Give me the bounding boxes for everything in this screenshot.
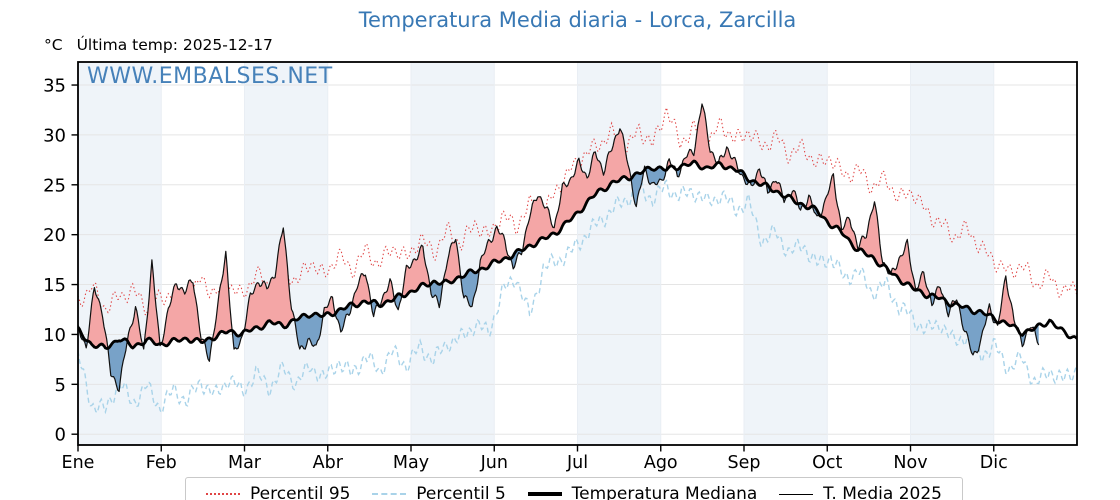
x-tick-label-Abr: Abr bbox=[313, 453, 344, 473]
x-tick-label-Feb: Feb bbox=[146, 453, 177, 473]
y-tick-label: 15 bbox=[43, 275, 66, 296]
month-band-Sep bbox=[744, 62, 828, 445]
t-media-2025-line bbox=[78, 103, 1040, 393]
month-band-Feb bbox=[161, 62, 245, 445]
y-tick-label: 25 bbox=[43, 175, 66, 196]
x-tick-label-May: May bbox=[393, 453, 429, 473]
legend-label-t-media-2025: T. Media 2025 bbox=[823, 484, 942, 500]
x-tick-label-Oct: Oct bbox=[812, 453, 842, 473]
y-tick-label: 5 bbox=[55, 375, 66, 396]
percentil-95-line-sample bbox=[206, 493, 240, 495]
y-tick-label: 30 bbox=[43, 125, 66, 146]
legend-item-percentil-5: Percentil 5 bbox=[372, 484, 506, 500]
percentil-5-line bbox=[78, 179, 1077, 415]
y-axis-unit-label: °C bbox=[44, 36, 63, 54]
month-band-Jul bbox=[577, 62, 661, 445]
x-tick-label-Jun: Jun bbox=[480, 453, 508, 473]
percentil-5-line-sample bbox=[372, 493, 407, 495]
series-layer bbox=[78, 103, 1077, 415]
mediana-line-sample bbox=[527, 492, 562, 496]
y-tick-label: 20 bbox=[43, 225, 66, 246]
y-tick-label: 35 bbox=[43, 76, 66, 97]
x-tick-label-Mar: Mar bbox=[228, 453, 262, 473]
temperatura-mediana-line bbox=[78, 159, 1077, 350]
month-band-Abr bbox=[327, 62, 411, 445]
x-tick-label-Dic: Dic bbox=[980, 453, 1008, 473]
month-band-Dic bbox=[993, 62, 1077, 445]
y-tick-label: 10 bbox=[43, 325, 66, 346]
watermark: WWW.EMBALSES.NET bbox=[87, 64, 333, 89]
y-tick-label: 0 bbox=[55, 425, 66, 446]
x-tick-label-Sep: Sep bbox=[728, 453, 761, 473]
x-tick-label-Jul: Jul bbox=[566, 453, 588, 473]
month-band-Jun bbox=[494, 62, 578, 445]
legend-label-percentil-5: Percentil 5 bbox=[416, 484, 506, 500]
subtitle-row: °C Última temp: 2025-12-17 bbox=[44, 36, 273, 54]
t-media-2025-line-sample bbox=[779, 493, 814, 495]
month-band-Nov bbox=[910, 62, 994, 445]
legend-item-percentil-95: Percentil 95 bbox=[206, 484, 350, 500]
x-tick-label-Nov: Nov bbox=[893, 453, 927, 473]
x-tick-label-Ago: Ago bbox=[644, 453, 678, 473]
legend: Percentil 95 Percentil 5 Temperatura Med… bbox=[185, 477, 963, 500]
legend-label-mediana: Temperatura Mediana bbox=[571, 484, 758, 500]
fill-above-median bbox=[78, 104, 1039, 349]
legend-item-mediana: Temperatura Mediana bbox=[527, 484, 758, 500]
legend-item-t-media-2025: T. Media 2025 bbox=[779, 484, 942, 500]
fill-below-median bbox=[78, 161, 1039, 392]
chart-title: Temperatura Media diaria - Lorca, Zarcil… bbox=[358, 8, 797, 32]
legend-label-percentil-95: Percentil 95 bbox=[250, 484, 351, 500]
x-tick-label-Ene: Ene bbox=[62, 453, 95, 473]
last-temp-label: Última temp: 2025-12-17 bbox=[76, 36, 273, 54]
